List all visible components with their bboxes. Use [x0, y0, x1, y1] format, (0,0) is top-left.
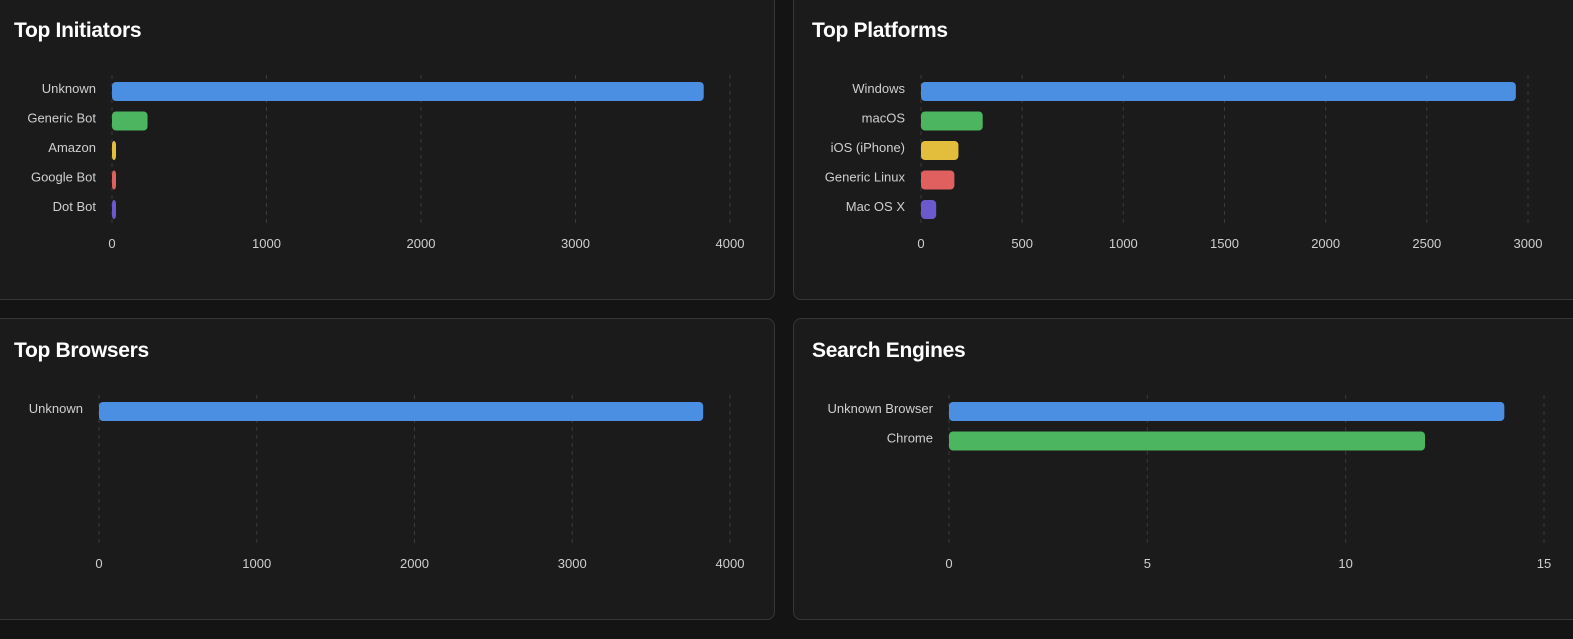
- search-engines-chart: 0 5 10 15 Unknown Browser Chrome: [828, 395, 1551, 571]
- x-tick-label: 0: [95, 556, 102, 571]
- bar[interactable]: [112, 170, 116, 190]
- x-tick-label: 0: [108, 236, 115, 251]
- search-engines-title: Search Engines: [812, 339, 966, 362]
- top-browsers-title: Top Browsers: [14, 339, 149, 362]
- category-label: Mac OS X: [846, 199, 906, 214]
- bar[interactable]: [112, 141, 116, 160]
- bar[interactable]: [112, 200, 116, 219]
- x-tick-label: 2000: [407, 236, 436, 251]
- category-label: Unknown: [29, 401, 83, 416]
- top-platforms-chart: 0 500 1000 1500 2000 2500 3000 Windows macOS iOS …: [825, 75, 1543, 251]
- category-label: iOS (iPhone): [831, 140, 905, 155]
- category-label: macOS: [862, 111, 906, 126]
- top-initiators-chart: 0 1000 2000 3000 4000 Unknown Generic Bot Amazo…: [27, 75, 745, 251]
- x-tick-label: 10: [1338, 556, 1352, 571]
- bar[interactable]: [921, 111, 983, 131]
- top-browsers-chart: 0 1000 2000 3000 4000 Unknown: [29, 395, 745, 571]
- x-tick-label: 3000: [561, 236, 590, 251]
- category-label: Google Bot: [31, 170, 96, 185]
- x-tick-label: 2000: [1311, 236, 1340, 251]
- bar[interactable]: [949, 402, 1505, 421]
- x-tick-label: 2000: [400, 556, 429, 571]
- x-tick-label: 3000: [1514, 236, 1543, 251]
- x-tick-label: 5: [1144, 556, 1151, 571]
- x-tick-label: 0: [945, 556, 952, 571]
- category-label: Chrome: [887, 431, 933, 446]
- x-tick-label: 2500: [1412, 236, 1441, 251]
- bar[interactable]: [921, 200, 937, 219]
- category-label: Windows: [852, 81, 905, 96]
- category-label: Unknown: [42, 81, 96, 96]
- bar[interactable]: [921, 141, 959, 160]
- x-tick-label: 15: [1537, 556, 1551, 571]
- x-tick-label: 4000: [716, 556, 745, 571]
- bar[interactable]: [112, 111, 148, 131]
- category-label: Generic Linux: [825, 170, 906, 185]
- bar[interactable]: [921, 170, 955, 190]
- category-label: Generic Bot: [27, 111, 96, 126]
- bar[interactable]: [949, 431, 1425, 451]
- search-engines-panel: Search Engines 0 5 10 15 Unknown Browser Chro…: [793, 318, 1573, 620]
- x-tick-label: 1000: [242, 556, 271, 571]
- top-browsers-panel: Top Browsers 0 1000 2000 3000 4000 Unknown: [0, 318, 775, 620]
- x-tick-label: 1500: [1210, 236, 1239, 251]
- bar[interactable]: [99, 402, 704, 421]
- x-tick-label: 4000: [716, 236, 745, 251]
- x-tick-label: 500: [1011, 236, 1033, 251]
- top-initiators-panel: Top Initiators 0 1000 2000 3000 4000 Unknown G…: [0, 0, 775, 300]
- bar[interactable]: [112, 82, 704, 101]
- x-tick-label: 0: [917, 236, 924, 251]
- x-tick-label: 3000: [558, 556, 587, 571]
- top-platforms-title: Top Platforms: [812, 19, 948, 42]
- category-label: Amazon: [48, 140, 96, 155]
- x-tick-label: 1000: [1109, 236, 1138, 251]
- category-label: Unknown Browser: [828, 401, 934, 416]
- bar[interactable]: [921, 82, 1516, 101]
- top-platforms-panel: Top Platforms 0 500 1000 1500 2000 2500 3000 Wi…: [793, 0, 1573, 300]
- x-tick-label: 1000: [252, 236, 281, 251]
- top-initiators-title: Top Initiators: [14, 19, 142, 42]
- category-label: Dot Bot: [53, 199, 97, 214]
